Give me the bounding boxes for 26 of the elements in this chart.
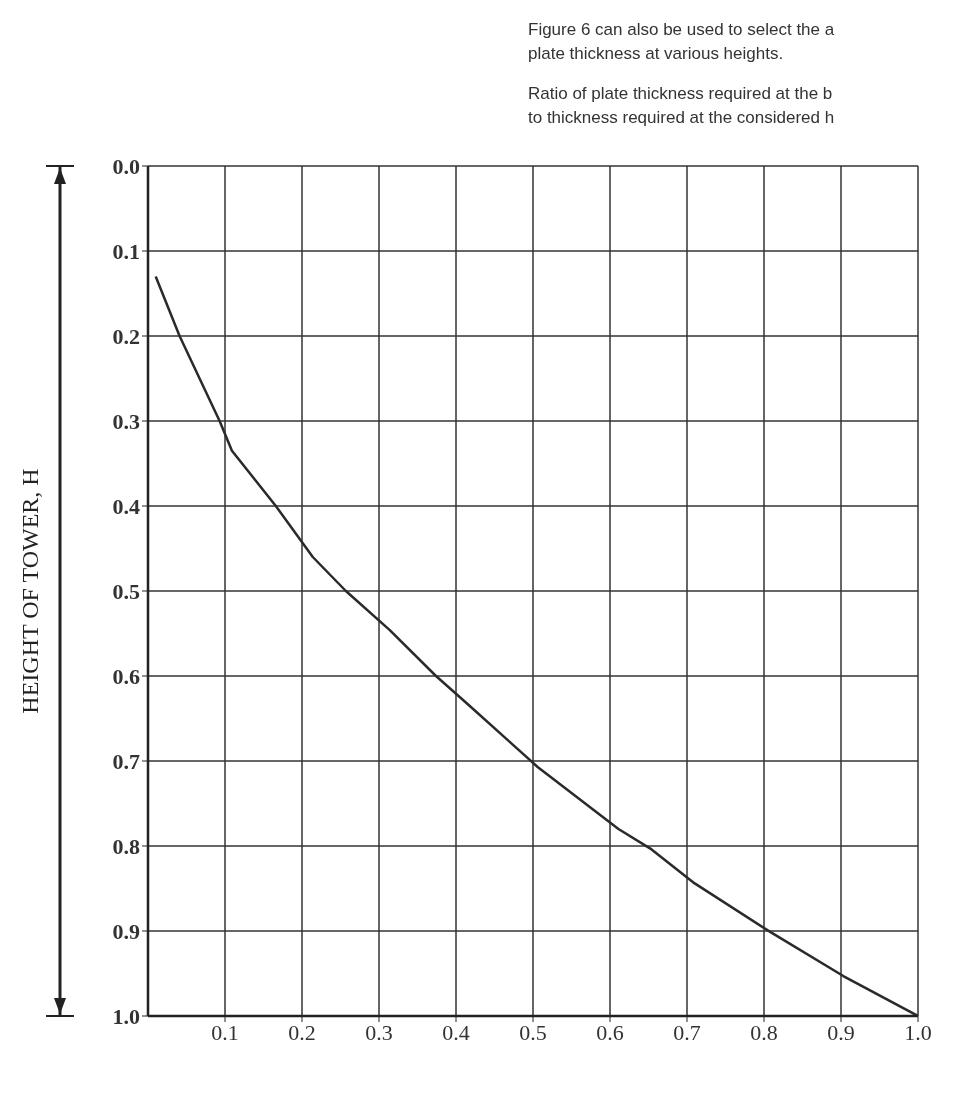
y-axis-title: HEIGHT OF TOWER, H bbox=[17, 468, 43, 714]
y-tick-label: 0.9 bbox=[112, 918, 140, 944]
y-tick-label: 0.7 bbox=[112, 748, 140, 774]
caption: Figure 6 can also be used to select the a bbox=[528, 19, 836, 41]
y-tick-label: 1.0 bbox=[112, 1003, 140, 1029]
x-tick-label: 0.1 bbox=[211, 1019, 239, 1045]
y-tick-label: 0.6 bbox=[112, 663, 140, 689]
x-tick-label: 0.7 bbox=[673, 1019, 701, 1045]
y-tick-label: 0.5 bbox=[112, 578, 140, 604]
y-tick-label: 0.1 bbox=[112, 238, 140, 264]
y-tick-label: 0.0 bbox=[112, 153, 140, 179]
x-tick-label: 0.6 bbox=[596, 1019, 624, 1045]
y-tick-label: 0.8 bbox=[112, 833, 140, 859]
x-tick-label: 1.0 bbox=[904, 1019, 932, 1045]
text: Ratio of plate thickness required at the b bbox=[528, 83, 834, 105]
text: plate thickness at various heights. bbox=[528, 43, 785, 65]
y-tick-label: 0.2 bbox=[112, 323, 140, 349]
y-tick-label: 0.4 bbox=[112, 493, 140, 519]
text: to thickness required at the considered h bbox=[528, 107, 836, 129]
x-tick-label: 0.3 bbox=[365, 1019, 393, 1045]
x-tick-label: 0.9 bbox=[827, 1019, 855, 1045]
x-tick-label: 0.8 bbox=[750, 1019, 778, 1045]
y-tick-label: 0.3 bbox=[112, 408, 140, 434]
x-tick-label: 0.2 bbox=[288, 1019, 316, 1045]
x-tick-label: 0.4 bbox=[442, 1019, 470, 1045]
x-tick-label: 0.5 bbox=[519, 1019, 547, 1045]
